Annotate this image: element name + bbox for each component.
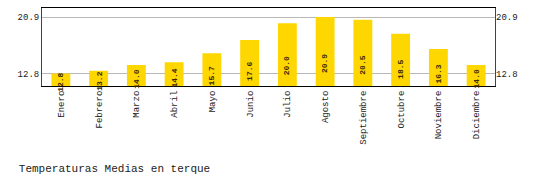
svg-text:Octubre: Octubre	[397, 91, 407, 129]
svg-text:Marzo: Marzo	[132, 91, 142, 118]
svg-text:20.9: 20.9	[18, 13, 40, 23]
svg-text:Diciembre: Diciembre	[472, 91, 482, 140]
svg-text:14.0: 14.0	[132, 69, 141, 88]
svg-text:12.8: 12.8	[18, 70, 40, 80]
svg-text:Febrero: Febrero	[95, 91, 105, 129]
svg-text:20.5: 20.5	[358, 55, 367, 74]
svg-text:Julio: Julio	[283, 91, 293, 118]
svg-text:20.9: 20.9	[320, 54, 329, 73]
svg-text:Temperaturas Medias en terque: Temperaturas Medias en terque	[19, 163, 210, 174]
svg-text:12.8: 12.8	[56, 72, 65, 91]
svg-text:Enero: Enero	[57, 91, 67, 118]
svg-text:Agosto: Agosto	[321, 91, 331, 123]
svg-text:Abril: Abril	[170, 91, 180, 118]
svg-text:Noviembre: Noviembre	[434, 91, 444, 140]
svg-text:Junio: Junio	[246, 91, 256, 118]
svg-text:12.8: 12.8	[496, 70, 518, 80]
svg-text:14.0: 14.0	[472, 69, 481, 88]
svg-text:13.2: 13.2	[95, 71, 104, 90]
svg-text:16.3: 16.3	[434, 64, 443, 83]
svg-text:17.6: 17.6	[245, 62, 254, 81]
svg-text:20.9: 20.9	[496, 13, 518, 23]
svg-text:18.5: 18.5	[396, 60, 405, 79]
svg-text:15.7: 15.7	[207, 66, 216, 85]
svg-text:20.0: 20.0	[282, 56, 291, 75]
svg-text:Septiembre: Septiembre	[359, 91, 369, 145]
svg-text:14.4: 14.4	[170, 68, 179, 87]
svg-text:Mayo: Mayo	[208, 91, 218, 113]
